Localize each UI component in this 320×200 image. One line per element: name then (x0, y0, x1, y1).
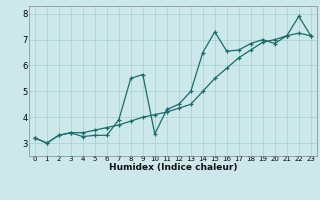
X-axis label: Humidex (Indice chaleur): Humidex (Indice chaleur) (108, 163, 237, 172)
